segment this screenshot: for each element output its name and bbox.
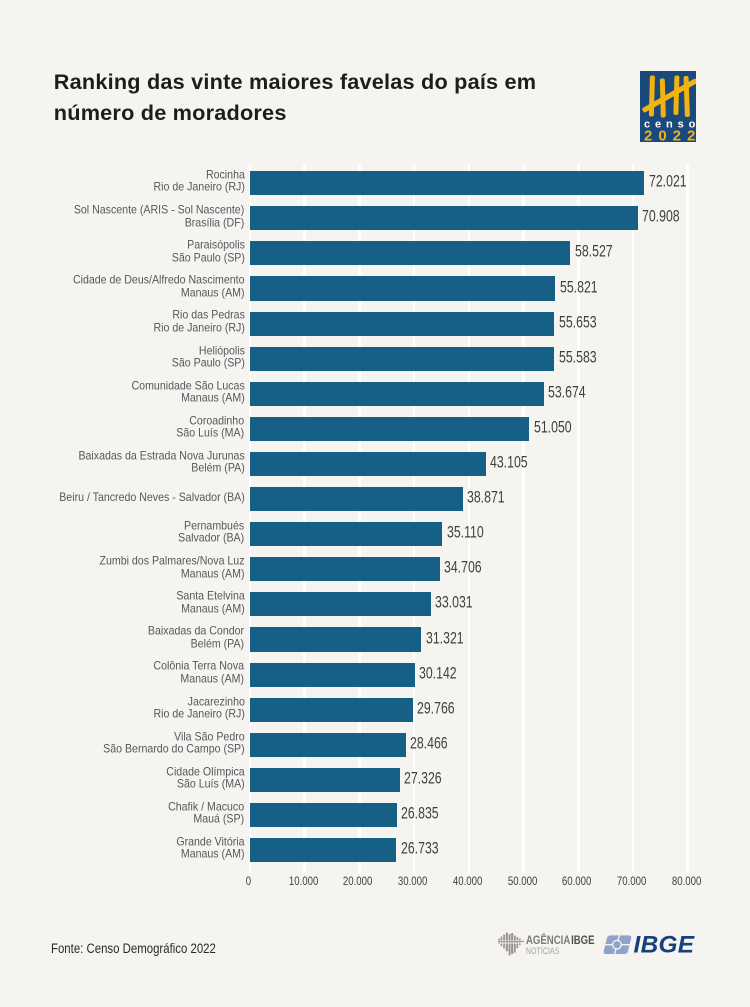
svg-text:censo: censo <box>644 118 696 130</box>
svg-text:IBGE: IBGE <box>634 935 695 955</box>
svg-text:2022: 2022 <box>644 127 696 142</box>
